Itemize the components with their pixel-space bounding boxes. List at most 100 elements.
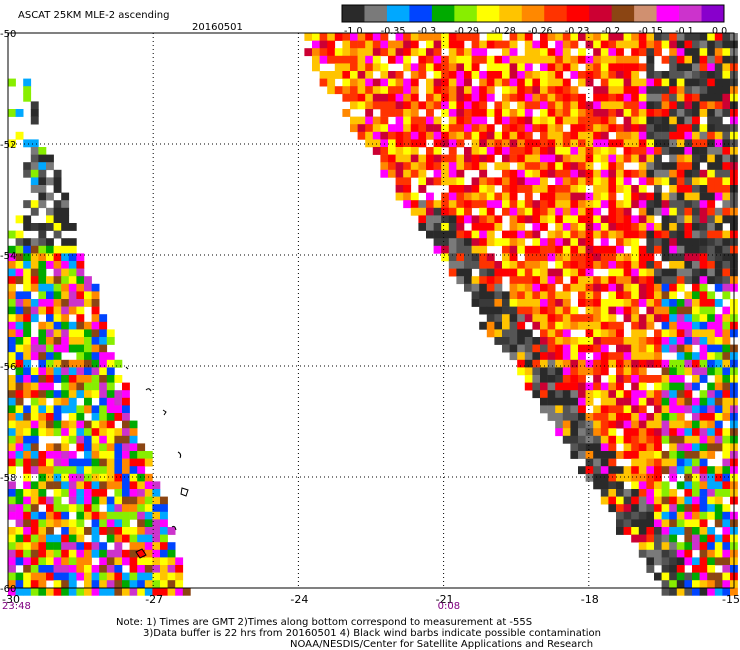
- heatmap-cell: [464, 131, 472, 140]
- heatmap-cell: [365, 116, 374, 125]
- heatmap-cell: [669, 261, 678, 269]
- heatmap-cell: [46, 306, 54, 315]
- heatmap-cell: [426, 116, 434, 125]
- heatmap-cell: [433, 177, 442, 186]
- heatmap-cell: [646, 245, 655, 254]
- heatmap-cell: [486, 314, 495, 323]
- heatmap-cell: [403, 200, 412, 209]
- heatmap-cell: [654, 238, 662, 247]
- heatmap-cell: [692, 451, 700, 459]
- heatmap-cell: [395, 147, 404, 155]
- heatmap-cell: [53, 329, 62, 338]
- heatmap-cell: [122, 473, 130, 482]
- heatmap-cell: [448, 86, 457, 95]
- heatmap-cell: [23, 527, 32, 535]
- heatmap-cell: [600, 93, 609, 102]
- heatmap-cell: [684, 33, 693, 41]
- heatmap-cell: [68, 435, 77, 444]
- heatmap-cell: [365, 109, 374, 117]
- heatmap-cell: [509, 169, 518, 178]
- heatmap-cell: [707, 215, 716, 224]
- heatmap-cell: [692, 291, 700, 300]
- heatmap-cell: [524, 192, 533, 201]
- heatmap-cell: [38, 519, 47, 528]
- heatmap-cell: [570, 139, 579, 148]
- heatmap-cell: [129, 534, 138, 543]
- heatmap-cell: [23, 299, 32, 307]
- heatmap-cell: [631, 375, 640, 383]
- heatmap-cell: [722, 466, 731, 475]
- heatmap-cell: [646, 504, 655, 513]
- heatmap-cell: [426, 78, 434, 87]
- heatmap-cell: [319, 33, 328, 41]
- heatmap-cell: [388, 147, 396, 155]
- heatmap-cell: [53, 268, 62, 277]
- heatmap-cell: [585, 390, 594, 399]
- heatmap-cell: [578, 352, 586, 361]
- heatmap-cell: [114, 397, 123, 406]
- heatmap-cell: [137, 549, 146, 558]
- heatmap-cell: [91, 359, 100, 368]
- heatmap-cell: [654, 139, 662, 148]
- heatmap-cell: [524, 207, 533, 216]
- heatmap-cell: [562, 283, 571, 292]
- heatmap-cell: [661, 527, 670, 535]
- heatmap-cell: [608, 405, 617, 414]
- heatmap-cell: [494, 306, 503, 315]
- heatmap-cell: [646, 428, 655, 437]
- heatmap-cell: [395, 124, 404, 133]
- heatmap-cell: [699, 109, 708, 117]
- heatmap-cell: [433, 139, 442, 148]
- heatmap-cell: [106, 481, 115, 490]
- heatmap-cell: [562, 207, 571, 216]
- heatmap-cell: [334, 71, 343, 79]
- heatmap-cell: [600, 245, 609, 254]
- heatmap-cell: [570, 230, 579, 239]
- heatmap-cell: [76, 466, 85, 475]
- heatmap-cell: [600, 405, 609, 414]
- heatmap-cell: [714, 93, 723, 102]
- heatmap-cell: [654, 78, 662, 87]
- heatmap-cell: [15, 261, 24, 269]
- heatmap-cell: [585, 435, 594, 444]
- colorbar-label: -0.15: [638, 26, 663, 37]
- heatmap-cell: [8, 557, 16, 566]
- heatmap-cell: [8, 109, 16, 117]
- heatmap-cell: [68, 405, 77, 414]
- heatmap-cell: [570, 428, 579, 437]
- heatmap-cell: [555, 93, 564, 102]
- heatmap-cell: [532, 359, 541, 368]
- heatmap-cell: [509, 283, 518, 292]
- heatmap-cell: [426, 177, 434, 186]
- heatmap-cell: [23, 511, 32, 520]
- heatmap-cell: [707, 276, 716, 285]
- heatmap-cell: [540, 48, 548, 57]
- heatmap-cell: [684, 572, 693, 581]
- heatmap-cell: [547, 329, 556, 338]
- heatmap-cell: [441, 124, 450, 133]
- heatmap-cell: [8, 337, 16, 345]
- heatmap-cell: [570, 261, 579, 269]
- heatmap-cell: [15, 549, 24, 558]
- heatmap-cell: [61, 527, 70, 535]
- heatmap-cell: [471, 109, 480, 117]
- heatmap-cell: [395, 71, 404, 79]
- heatmap-cell: [410, 109, 419, 117]
- heatmap-cell: [8, 253, 16, 262]
- heatmap-cell: [699, 466, 708, 475]
- heatmap-cell: [562, 230, 571, 239]
- heatmap-cell: [53, 261, 62, 269]
- heatmap-cell: [547, 268, 556, 277]
- heatmap-cell: [684, 93, 693, 102]
- heatmap-cell: [46, 223, 54, 231]
- heatmap-cell: [502, 185, 510, 193]
- heatmap-cell: [418, 55, 427, 64]
- heatmap-cell: [585, 78, 594, 87]
- heatmap-cell: [509, 207, 518, 216]
- heatmap-cell: [448, 48, 457, 57]
- heatmap-cell: [616, 124, 624, 133]
- heatmap-cell: [638, 139, 647, 148]
- heatmap-cell: [23, 534, 32, 543]
- heatmap-cell: [8, 496, 16, 505]
- heatmap-cell: [585, 215, 594, 224]
